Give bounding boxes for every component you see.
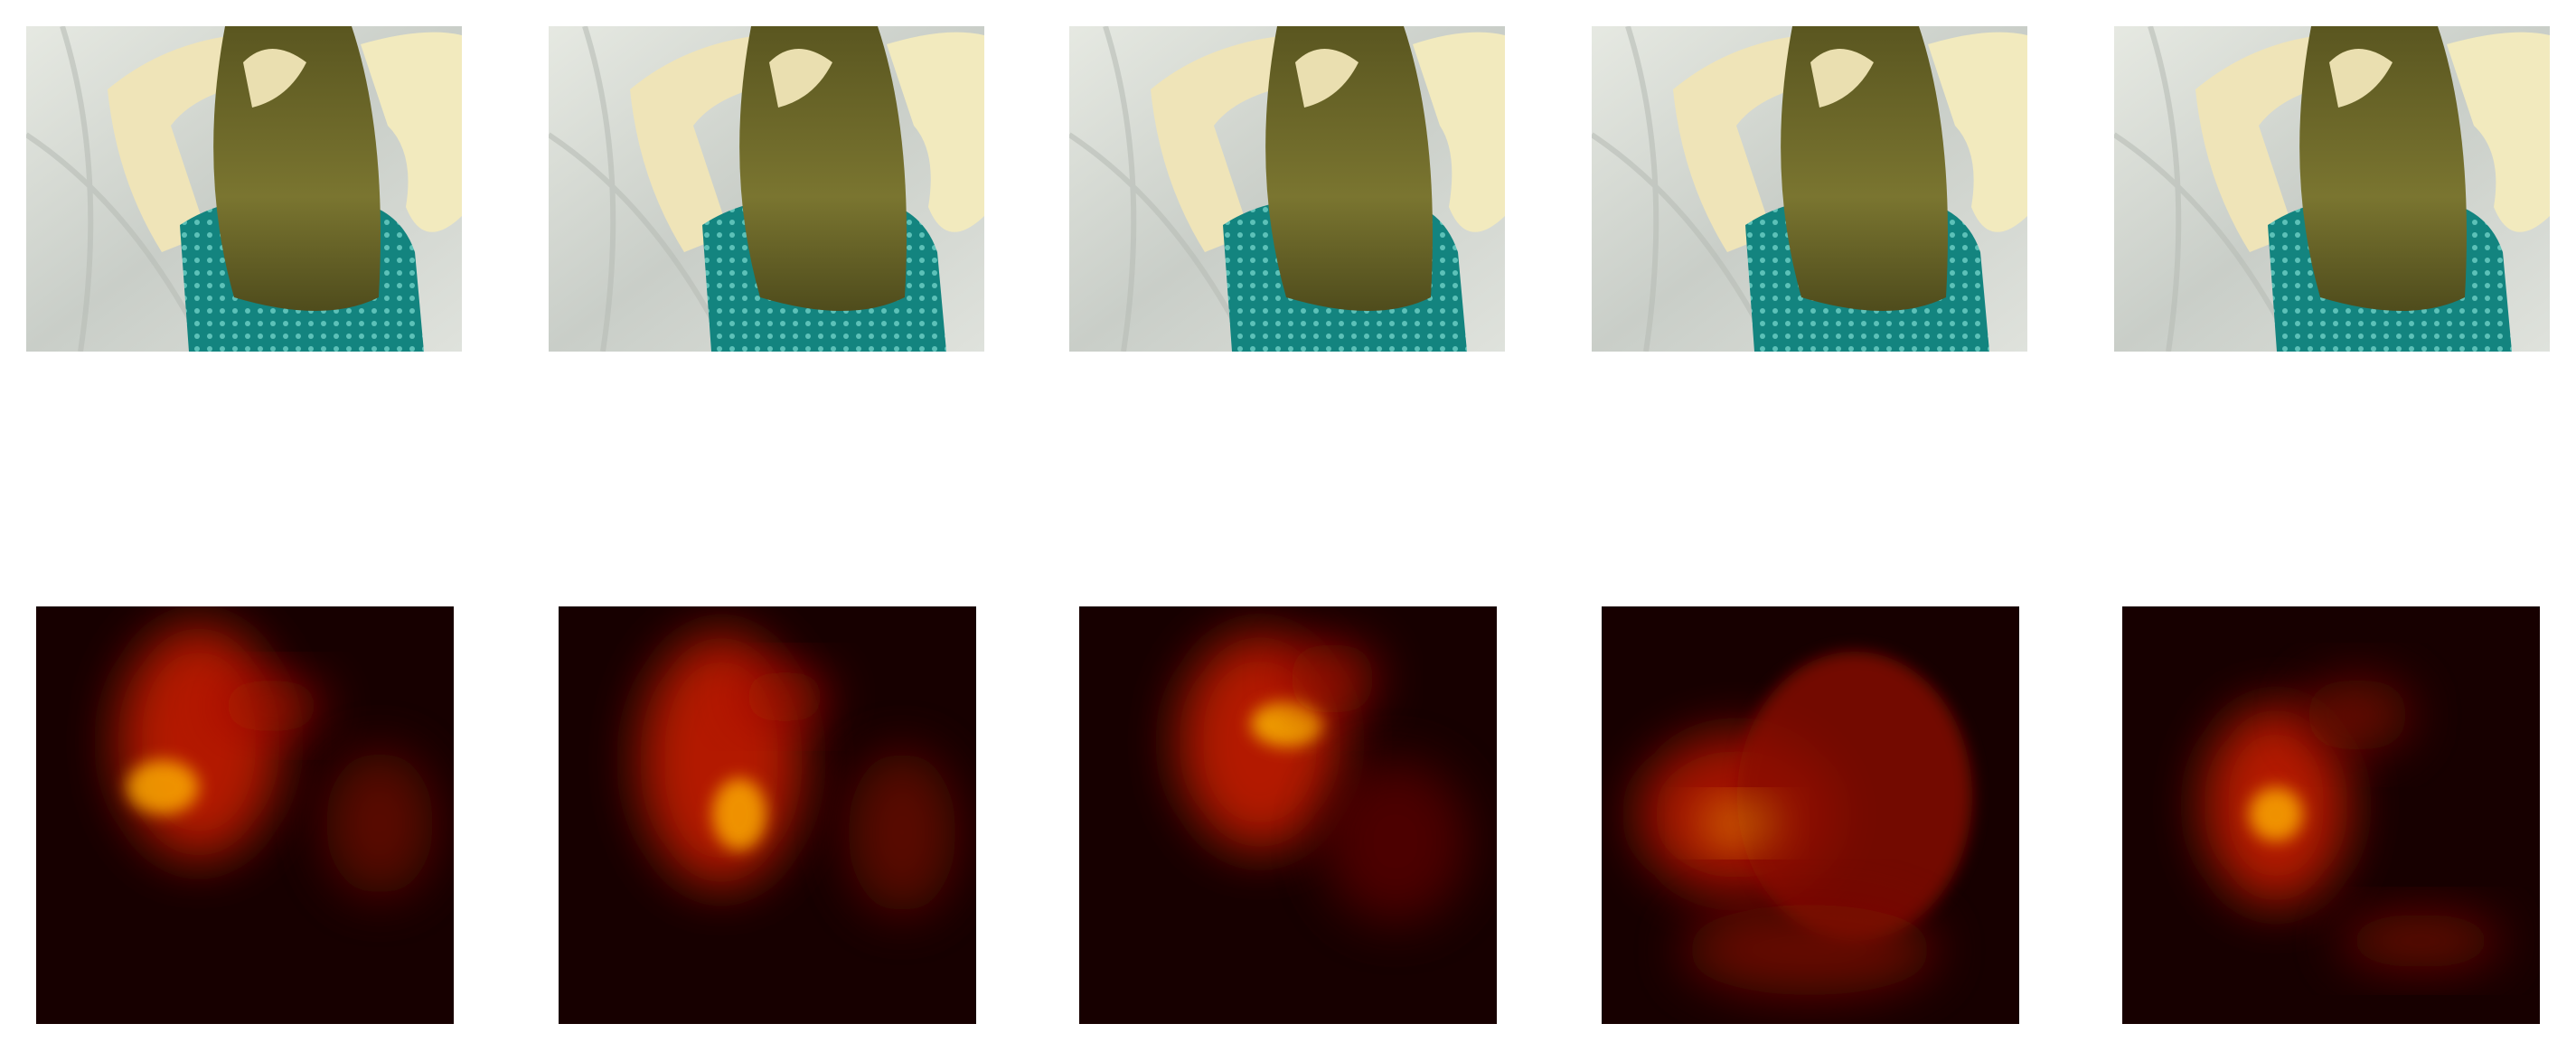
saliency-map [2122, 606, 2540, 1024]
left-arm [1151, 35, 1322, 252]
heat-blob [1323, 760, 1468, 923]
right-arm [887, 32, 984, 232]
heat-blob [1737, 652, 1972, 941]
right-arm [2447, 32, 2550, 232]
video-frame [2114, 26, 2550, 352]
heat-blob [217, 679, 325, 733]
heat-blob [739, 670, 830, 724]
saliency-map [36, 606, 454, 1024]
heat-blob [1683, 905, 1936, 995]
left-arm [630, 35, 796, 252]
saliency-map [559, 606, 976, 1024]
heat-blob [127, 760, 199, 814]
heat-blob [325, 751, 434, 896]
hand [1810, 49, 1874, 108]
heat-blob [2339, 914, 2502, 968]
heat-blob [1251, 701, 1323, 747]
hand [769, 49, 832, 108]
left-arm [108, 35, 270, 252]
heat-blob [712, 778, 766, 850]
heat-blob [118, 625, 280, 859]
heat-blob [1701, 805, 1773, 841]
right-arm [1928, 32, 2027, 232]
hand [243, 49, 306, 108]
heat-blob [848, 751, 956, 914]
video-frame [1069, 26, 1505, 352]
video-frame [26, 26, 462, 352]
heat-blob [2303, 679, 2411, 751]
right-arm [1413, 32, 1505, 232]
left-arm [1673, 35, 1838, 252]
saliency-map [1602, 606, 2019, 1024]
video-frame [1592, 26, 2027, 352]
video-frame [549, 26, 984, 352]
heat-blob [2249, 787, 2303, 841]
heat-blob [1287, 643, 1377, 715]
hand [1295, 49, 1359, 108]
saliency-map [1079, 606, 1497, 1024]
hand [2329, 49, 2393, 108]
right-arm [361, 32, 462, 232]
left-arm [2195, 35, 2356, 252]
